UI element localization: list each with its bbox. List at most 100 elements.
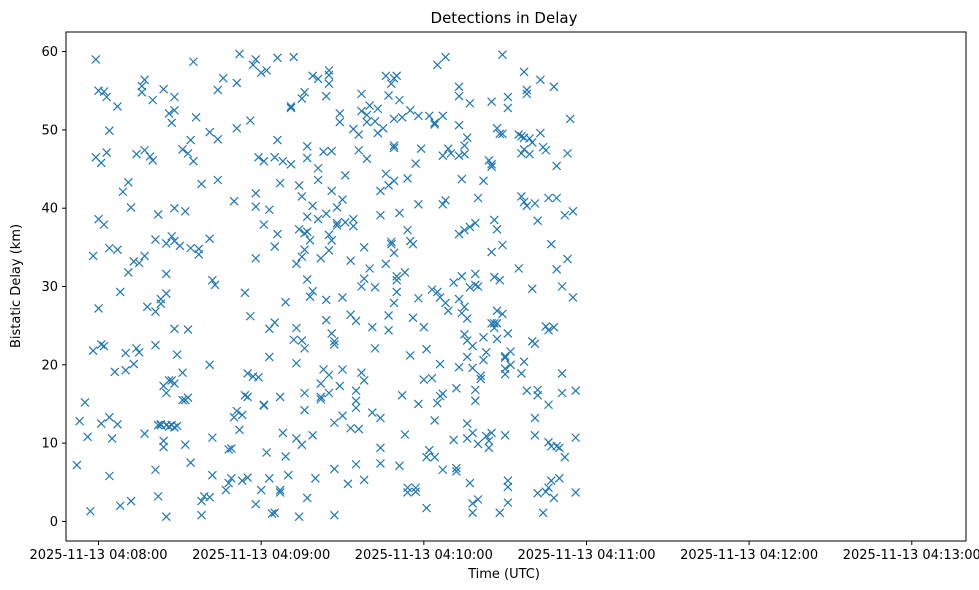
data-point xyxy=(503,92,513,102)
data-point xyxy=(351,403,361,413)
data-point xyxy=(75,416,84,426)
data-point xyxy=(72,460,82,470)
data-point xyxy=(286,159,296,169)
data-point xyxy=(207,275,217,285)
data-point xyxy=(213,134,223,144)
y-tick-label: 20 xyxy=(41,358,58,373)
data-point xyxy=(367,322,377,332)
data-point xyxy=(270,508,280,518)
data-point xyxy=(392,287,402,297)
data-point xyxy=(516,131,526,141)
data-point xyxy=(338,293,347,302)
data-point xyxy=(432,60,442,70)
data-point xyxy=(321,295,331,305)
data-point xyxy=(357,368,366,378)
data-point xyxy=(110,367,120,377)
data-point xyxy=(83,432,93,442)
data-point xyxy=(178,395,187,405)
data-point xyxy=(123,177,133,187)
data-point xyxy=(300,245,309,255)
x-tick-label: 2025-11-13 04:10:00 xyxy=(355,548,493,563)
data-point xyxy=(321,209,331,219)
data-point xyxy=(310,473,320,483)
data-point xyxy=(170,423,179,432)
data-point xyxy=(460,149,469,159)
data-point xyxy=(297,192,307,201)
data-point xyxy=(449,278,459,288)
data-point xyxy=(354,145,364,155)
data-point xyxy=(270,152,280,162)
data-point xyxy=(194,249,204,259)
data-point xyxy=(378,123,388,133)
data-point xyxy=(359,376,369,385)
data-point xyxy=(357,106,366,116)
data-point xyxy=(454,294,464,304)
data-point xyxy=(327,146,337,156)
data-point xyxy=(291,323,301,333)
data-point xyxy=(351,386,361,396)
data-point xyxy=(205,127,215,137)
data-point xyxy=(424,445,434,455)
data-point xyxy=(338,411,347,421)
data-point xyxy=(297,440,307,450)
data-point xyxy=(441,52,450,62)
data-point xyxy=(207,470,217,480)
chart-title: Detections in Delay xyxy=(431,9,578,27)
data-point xyxy=(340,170,350,180)
data-point xyxy=(389,141,399,150)
data-point xyxy=(297,252,307,262)
data-point xyxy=(403,225,412,235)
data-point xyxy=(503,476,513,486)
x-axis-label: Time (UTC) xyxy=(467,567,540,582)
x-tick-label: 2025-11-13 04:08:00 xyxy=(29,548,167,563)
data-point xyxy=(530,413,540,423)
data-point xyxy=(297,336,307,345)
data-point xyxy=(376,459,385,468)
data-point xyxy=(286,103,296,113)
data-point xyxy=(218,73,228,83)
data-point xyxy=(457,174,467,184)
data-point xyxy=(153,420,163,430)
data-point xyxy=(327,235,337,245)
data-point xyxy=(178,368,187,378)
data-point xyxy=(104,412,114,422)
data-point xyxy=(99,220,109,230)
data-point xyxy=(313,163,323,173)
data-point xyxy=(492,334,502,344)
data-point xyxy=(273,229,282,239)
data-point xyxy=(175,241,185,251)
data-point xyxy=(170,92,179,102)
data-point xyxy=(142,302,152,312)
x-tick-label: 2025-11-13 04:12:00 xyxy=(680,548,818,563)
data-point xyxy=(273,53,282,63)
data-point xyxy=(262,448,272,457)
data-point xyxy=(121,365,131,375)
data-point xyxy=(240,288,250,298)
x-tick-label: 2025-11-13 04:09:00 xyxy=(192,548,330,563)
data-point xyxy=(118,187,128,197)
data-point xyxy=(376,186,385,196)
data-point xyxy=(416,144,426,154)
data-point xyxy=(370,282,380,292)
data-point xyxy=(170,203,179,213)
data-point xyxy=(506,360,516,370)
data-point xyxy=(549,322,559,332)
data-point xyxy=(207,433,217,443)
data-point xyxy=(503,498,513,508)
data-point xyxy=(489,215,499,225)
data-point xyxy=(384,91,394,100)
data-point xyxy=(392,271,402,281)
data-point xyxy=(451,383,461,393)
y-tick-label: 60 xyxy=(41,45,58,60)
data-point xyxy=(544,483,553,493)
data-point xyxy=(316,392,326,402)
data-point xyxy=(386,239,396,249)
data-point xyxy=(338,365,347,374)
data-point xyxy=(226,444,236,454)
data-point xyxy=(313,74,323,84)
data-point xyxy=(557,282,567,291)
data-point xyxy=(370,343,380,353)
data-point xyxy=(351,396,361,406)
data-point xyxy=(389,248,399,258)
